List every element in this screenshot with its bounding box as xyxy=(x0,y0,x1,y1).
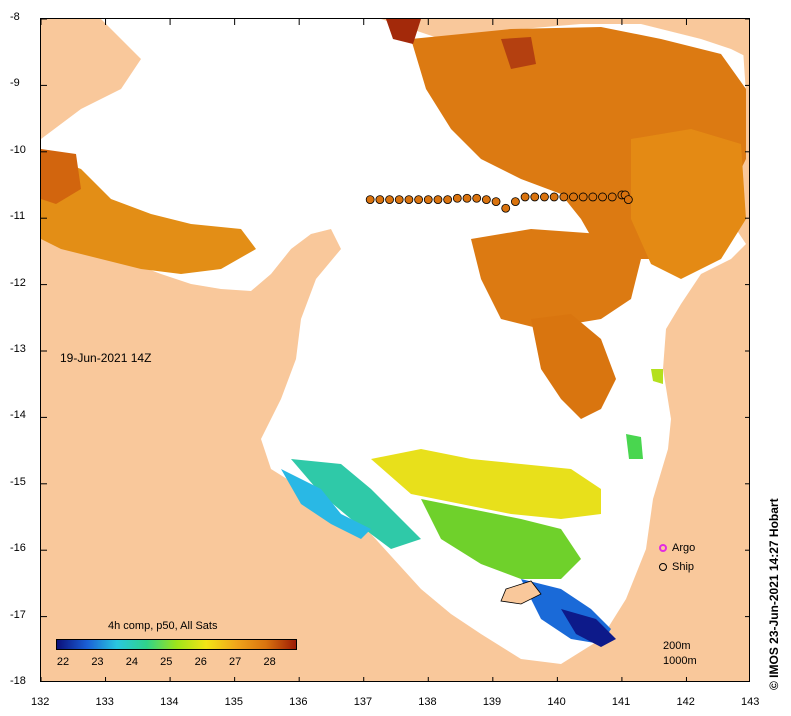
sst-west-dark xyxy=(41,149,81,204)
colorbar xyxy=(56,639,297,650)
x-tick-label: 142 xyxy=(676,696,695,708)
x-tick-label: 133 xyxy=(95,696,114,708)
ship-observation-point xyxy=(511,197,520,207)
sst-mid-warm-2 xyxy=(531,314,616,419)
sst-yellow-band xyxy=(371,449,601,519)
colorbar-tick-label: 25 xyxy=(160,656,173,668)
ship-observation-point xyxy=(404,195,414,205)
y-tick-label: -18 xyxy=(10,675,26,687)
ship-observation-point xyxy=(365,195,375,205)
y-tick-label: -8 xyxy=(10,11,20,23)
colorbar-title: 4h comp, p50, All Sats xyxy=(108,620,218,632)
sst-mid-warm xyxy=(471,229,641,329)
x-tick-label: 137 xyxy=(353,696,373,708)
ship-icon xyxy=(659,563,667,571)
colorbar-tick-label: 22 xyxy=(56,656,70,668)
x-tick-label: 138 xyxy=(418,696,437,708)
x-tick-label: 136 xyxy=(289,696,308,708)
sst-map xyxy=(40,18,750,682)
y-tick-label: -16 xyxy=(10,542,26,555)
colorbar-tick-label: 28 xyxy=(263,656,276,668)
ship-observation-point xyxy=(520,192,530,202)
colorbar-tick-label: 23 xyxy=(91,656,104,668)
axis-ticks xyxy=(41,19,749,681)
argo-icon xyxy=(659,544,667,552)
x-tick-label: 132 xyxy=(31,696,50,708)
colorbar-tick-label: 26 xyxy=(194,656,207,668)
x-tick-label: 140 xyxy=(547,696,566,708)
sst-green-band xyxy=(421,499,581,579)
ship-observation-point xyxy=(578,192,588,202)
x-tick-label: 135 xyxy=(224,696,243,708)
sst-teal-band xyxy=(291,459,421,549)
ship-observation-point xyxy=(607,192,617,202)
ship-observation-point xyxy=(481,195,491,205)
sst-dark-top xyxy=(386,19,421,44)
ship-observation-point xyxy=(530,192,540,202)
contour-legend-1000m: 1000m xyxy=(663,655,697,667)
ship-observation-point xyxy=(623,195,633,205)
land-north xyxy=(381,19,749,58)
ship-observation-point xyxy=(549,192,559,202)
sst-east-yellowgreen xyxy=(651,369,663,384)
y-tick-label: -12 xyxy=(10,276,26,289)
ship-observation-point xyxy=(462,193,472,203)
sst-east-green xyxy=(626,434,643,459)
ship-observation-point xyxy=(385,195,394,205)
ship-track xyxy=(365,190,633,213)
ship-observation-point xyxy=(569,192,578,202)
ship-observation-point xyxy=(588,192,598,202)
imos-credit: © IMOS 23-Jun-2021 14:27 Hobart xyxy=(767,498,781,690)
date-label: 19-Jun-2021 14Z xyxy=(60,351,152,365)
ship-observation-point xyxy=(452,193,462,203)
y-tick-label: -17 xyxy=(10,608,26,621)
y-tick-label: -15 xyxy=(10,475,26,488)
sst-north-patch-2 xyxy=(631,129,746,279)
x-tick-label: 134 xyxy=(160,696,179,708)
colorbar-tick-label: 27 xyxy=(229,656,242,668)
sst-west-patch xyxy=(41,154,256,274)
x-tick-label: 143 xyxy=(741,696,760,708)
island-mornington xyxy=(500,580,542,605)
legend-ship-label: Ship xyxy=(672,561,695,573)
ship-observation-point xyxy=(414,195,423,205)
ship-observation-point xyxy=(443,195,453,205)
y-tick-label: -14 xyxy=(10,409,26,422)
y-tick-label: -11 xyxy=(10,210,26,223)
ship-observation-point xyxy=(598,192,607,202)
y-tick-label: -13 xyxy=(10,343,26,355)
ship-observation-point xyxy=(472,193,482,203)
ship-observation-point xyxy=(540,192,549,202)
ship-observation-point xyxy=(375,195,385,205)
ship-observation-point xyxy=(559,192,569,202)
legend-ship: Ship xyxy=(659,561,694,573)
sst-navy-band xyxy=(561,609,616,647)
y-tick-label: -9 xyxy=(10,77,20,90)
colorbar-tick-label: 24 xyxy=(125,656,138,668)
ship-observation-point xyxy=(501,203,511,213)
legend-argo-label: Argo xyxy=(672,542,696,554)
sst-dark-top-2 xyxy=(501,37,536,69)
ship-observation-point xyxy=(433,195,443,205)
ship-observation-point xyxy=(423,195,433,205)
sst-cyan-band xyxy=(281,469,371,539)
ship-observation-point xyxy=(394,195,404,205)
contour-legend-200m: 200m xyxy=(663,640,691,652)
ship-observation-point xyxy=(491,197,501,207)
x-tick-label: 139 xyxy=(482,696,502,708)
legend-argo: Argo xyxy=(659,542,695,554)
y-tick-label: -10 xyxy=(10,143,26,156)
map-canvas xyxy=(41,19,749,681)
x-tick-label: 141 xyxy=(611,696,631,708)
